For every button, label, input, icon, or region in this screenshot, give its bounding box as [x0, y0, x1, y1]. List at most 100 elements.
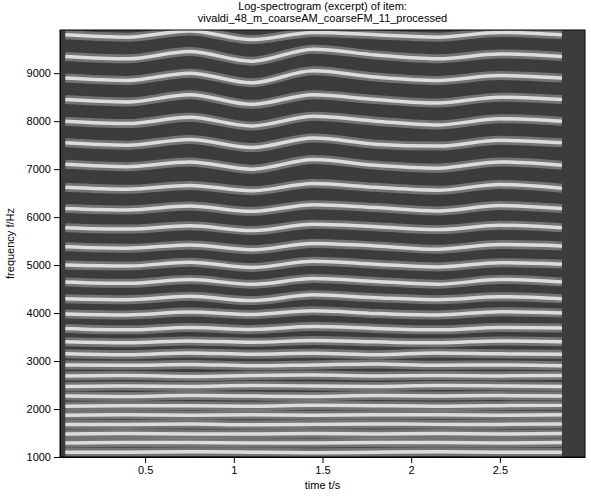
ridge-glow: [65, 375, 562, 376]
ridge-glow: [65, 429, 562, 438]
ridge-line: [65, 364, 562, 366]
y-tick-mark: [54, 121, 60, 122]
y-tick: 2000: [27, 403, 60, 415]
title: Log-spectrogram (excerpt) of item:: [238, 0, 407, 12]
ridge-line: [65, 95, 562, 105]
x-tick-label: 1.5: [315, 464, 330, 476]
ridge-glow: [65, 340, 562, 342]
x-tick-mark: [234, 457, 235, 463]
ridge-glow: [65, 327, 562, 330]
ridge-line: [65, 311, 562, 315]
ridge-line: [65, 403, 562, 407]
y-axis-title: frequency f/Hz: [4, 208, 16, 279]
plot-frame: [60, 30, 585, 457]
y-tick-mark: [54, 361, 60, 362]
x-tick-mark: [323, 457, 324, 463]
x-tick: 2.5: [493, 457, 508, 476]
ridge-line: [65, 205, 562, 212]
y-tick: 5000: [27, 259, 60, 271]
ridge-line: [65, 71, 562, 83]
ridge-glow: [65, 410, 562, 419]
ridge-line: [65, 279, 562, 285]
ridge-glow: [65, 244, 562, 250]
ridge-glow: [65, 381, 562, 391]
ridge-glow: [65, 438, 562, 447]
ridges: [65, 31, 562, 453]
x-tick: 2: [409, 457, 415, 476]
ridge-line: [65, 375, 562, 376]
x-tick-label: 2.5: [493, 464, 508, 476]
y-tick: 1000: [27, 451, 60, 463]
y-tick-mark: [54, 169, 60, 170]
y-tick-mark: [54, 313, 60, 314]
ridge-line: [65, 441, 562, 445]
ridge-line: [65, 244, 562, 250]
ridge-glow: [65, 419, 562, 429]
y-tick-mark: [54, 217, 60, 218]
y-tick-label: 1000: [27, 451, 51, 463]
y-axis-line: [60, 31, 61, 458]
y-axis: 1000 2000 3000 4000 5000 6000 7000 8000 9000: [27, 31, 61, 464]
y-tick: 7000: [27, 163, 60, 175]
ridge-line: [65, 261, 562, 267]
ridge-glow: [65, 205, 562, 212]
ridge-glow: [65, 261, 562, 267]
ridge-line: [65, 327, 562, 330]
ridge-line: [65, 432, 562, 436]
x-tick-mark: [145, 457, 146, 463]
ridge-glow: [65, 447, 562, 457]
ridge-glow: [65, 224, 562, 230]
x-tick-label: 2: [409, 464, 415, 476]
x-axis: 0.5 1 1.5 2 2.5: [61, 457, 586, 476]
chart: Log-spectrogram (excerpt) of item:vivald…: [0, 0, 591, 497]
ridge-glow: [65, 160, 562, 170]
ridge-glow: [65, 71, 562, 83]
ridge-glow: [65, 391, 562, 401]
ridge-glow: [65, 401, 562, 411]
ridge-line: [65, 422, 562, 426]
y-tick: 6000: [27, 211, 60, 223]
x-tick-label: 1: [231, 464, 237, 476]
y-tick-mark: [54, 265, 60, 266]
ridge-glow: [65, 138, 562, 148]
x-tick: 1: [231, 457, 237, 476]
y-tick-label: 2000: [27, 403, 51, 415]
ridge-line: [65, 353, 562, 355]
y-tick-label: 7000: [27, 163, 51, 175]
ridge-line: [65, 384, 562, 388]
ridge-line: [65, 138, 562, 148]
y-tick: 9000: [27, 67, 60, 79]
ridge-glow: [65, 364, 562, 366]
x-tick-mark: [500, 457, 501, 463]
ridge-line: [65, 224, 562, 230]
y-tick: 8000: [27, 115, 60, 127]
x-tick: 1.5: [315, 457, 330, 476]
ridge-glow: [65, 31, 562, 40]
plot-background: [60, 30, 585, 457]
ridge-line: [65, 31, 562, 40]
y-tick-mark: [54, 409, 60, 410]
x-axis-title: time t/s: [305, 479, 341, 491]
ridge-line: [65, 160, 562, 170]
y-tick-label: 5000: [27, 259, 51, 271]
y-tick-label: 3000: [27, 355, 51, 367]
y-tick-label: 6000: [27, 211, 51, 223]
y-tick-label: 4000: [27, 307, 51, 319]
ridge-glow: [65, 116, 562, 126]
ridge-glow: [65, 311, 562, 315]
ridge-line: [65, 450, 562, 454]
ridge-line: [65, 340, 562, 342]
y-tick: 4000: [27, 307, 60, 319]
ridge-line: [65, 184, 562, 191]
ridge-line: [65, 49, 562, 61]
ridge-line: [65, 413, 562, 417]
x-tick-mark: [411, 457, 412, 463]
y-tick: 3000: [27, 355, 60, 367]
y-tick-mark: [54, 73, 60, 74]
ridge-glow: [65, 184, 562, 191]
ridge-glow: [65, 279, 562, 285]
ridge-glow: [65, 295, 562, 301]
x-tick: 0.5: [138, 457, 153, 476]
x-tick-label: 0.5: [138, 464, 153, 476]
y-tick-mark: [54, 457, 60, 458]
